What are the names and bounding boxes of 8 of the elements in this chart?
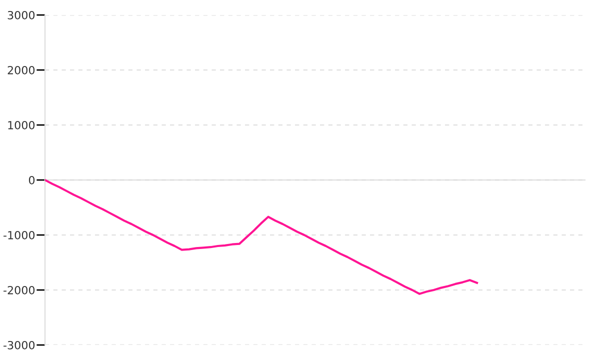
line-series [45, 178, 478, 295]
y-tick-label: 0 [28, 176, 35, 184]
y-tick-label: -2000 [4, 286, 35, 294]
y-tick-label: 1000 [8, 120, 35, 130]
y-tick-label: -3000 [4, 340, 35, 350]
y-tick-label: -1000 [4, 230, 35, 240]
y-tick-label: 2000 [8, 66, 35, 74]
y-tick-label: 3000 [8, 10, 35, 20]
